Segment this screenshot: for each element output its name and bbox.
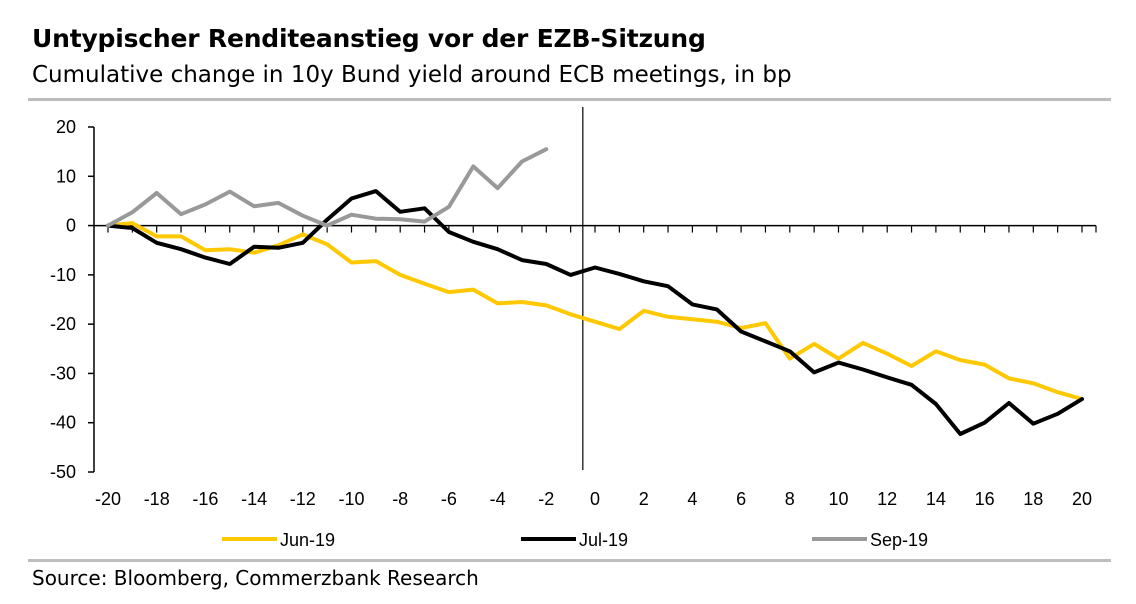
series-lines	[106, 147, 1084, 436]
x-tick-label: 14	[926, 489, 946, 509]
x-tick-label: 0	[590, 489, 600, 509]
x-tick-label: -8	[392, 489, 408, 509]
legend-label-sep-19: Sep-19	[870, 530, 928, 550]
y-tick-label: -20	[50, 314, 76, 334]
x-tick-label: 6	[736, 489, 746, 509]
x-tick-label: 8	[785, 489, 795, 509]
y-tick-label: 10	[56, 166, 76, 186]
x-tick-label: -4	[490, 489, 506, 509]
x-tick-label: -2	[538, 489, 554, 509]
x-tick-label: -14	[241, 489, 267, 509]
x-tick-label: -18	[144, 489, 170, 509]
x-tick-label: 4	[687, 489, 697, 509]
legend-label-jul-19: Jul-19	[579, 530, 628, 550]
x-tick-label: 10	[828, 489, 848, 509]
x-tick-label: 20	[1072, 489, 1092, 509]
chart-subtitle: Cumulative change in 10y Bund yield arou…	[32, 62, 792, 88]
y-axis: 20 10 0 -10 -20 -30 -40 -50	[50, 117, 95, 482]
x-tick-label: 2	[639, 489, 649, 509]
x-tick-label: -16	[192, 489, 218, 509]
y-tick-label: -40	[50, 413, 76, 433]
y-tick-label: 0	[66, 216, 76, 236]
x-tick-label: -10	[338, 489, 364, 509]
x-tick-label: -6	[441, 489, 457, 509]
x-tick-label: 18	[1023, 489, 1043, 509]
series-line-jun-19	[106, 221, 1084, 402]
x-axis: -20 -18 -16 -14 -12 -10 -8 -6 -4 -2 0 2 4 6 8 10 12 14 16 1…	[94, 224, 1097, 509]
x-tick-label: 16	[975, 489, 995, 509]
series-line-sep-19	[106, 147, 549, 228]
x-tick-label: -12	[290, 489, 316, 509]
x-tick-label: 12	[877, 489, 897, 509]
series-line-jul-19	[106, 189, 1084, 436]
legend-label-jun-19: Jun-19	[280, 530, 335, 550]
top-divider	[28, 98, 1111, 101]
y-tick-label: -30	[50, 363, 76, 383]
y-tick-label: -50	[50, 462, 76, 482]
x-tick-label: -20	[95, 489, 121, 509]
bottom-divider	[28, 559, 1111, 562]
legend: Jun-19 Jul-19 Sep-19	[222, 530, 928, 550]
source-note: Source: Bloomberg, Commerzbank Research	[32, 566, 479, 590]
y-tick-label: -10	[50, 265, 76, 285]
y-tick-label: 20	[56, 117, 76, 137]
chart-title: Untypischer Renditeanstieg vor der EZB-S…	[32, 24, 706, 53]
